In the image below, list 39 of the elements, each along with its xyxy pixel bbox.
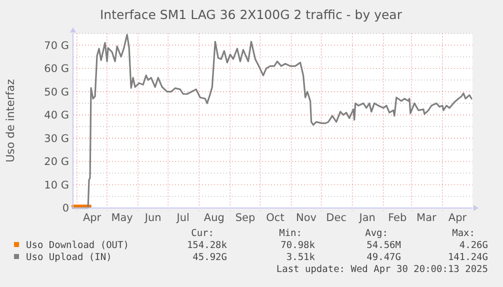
y-tick-label: 40 G bbox=[44, 110, 69, 122]
text: Cur: bbox=[191, 228, 214, 239]
x-tick-label: Aug bbox=[204, 212, 224, 224]
x-tick-label: Feb bbox=[388, 212, 408, 224]
text: Min: bbox=[279, 228, 302, 239]
y-axis-title: Uso de interfaz bbox=[4, 78, 17, 162]
x-tick-label: Jan bbox=[358, 212, 376, 224]
chart-title: Interface SM1 LAG 36 2X100G 2 traffic - by year bbox=[100, 7, 403, 22]
x-tick-label: Jul bbox=[176, 212, 190, 224]
x-tick-label: Jun bbox=[144, 212, 162, 224]
x-tick-label: Sep bbox=[235, 212, 256, 224]
text: Avg: bbox=[365, 228, 388, 239]
x-tick-label: Apr bbox=[448, 212, 468, 224]
y-tick-label: 70 G bbox=[44, 40, 69, 52]
text: 154.28k bbox=[186, 240, 228, 251]
text: Last update: Wed Apr 30 20:00:13 2025 bbox=[276, 264, 488, 275]
x-tick-label: May bbox=[111, 212, 133, 224]
y-tick-label: 30 G bbox=[44, 132, 69, 145]
x-tick-label: Apr bbox=[82, 212, 102, 224]
text: 45.92G bbox=[192, 252, 228, 263]
text: 70.98k bbox=[280, 240, 316, 251]
text: Max: bbox=[452, 228, 475, 239]
text: 54.56M bbox=[366, 240, 402, 251]
x-tick-label: Mar bbox=[416, 212, 438, 224]
text: 4.26G bbox=[459, 240, 488, 251]
x-tick-label: Nov bbox=[296, 212, 317, 224]
line-series bbox=[72, 34, 472, 209]
y-tick-label: 10 G bbox=[44, 179, 69, 192]
legend-label: Uso Download (OUT) bbox=[26, 240, 129, 251]
y-tick-label: 60 G bbox=[44, 63, 69, 76]
text: 3.51k bbox=[286, 252, 316, 263]
y-tick-label: 50 G bbox=[44, 86, 69, 98]
text: 141.24G bbox=[448, 252, 488, 263]
text: 49.47G bbox=[366, 252, 402, 263]
x-tick-label: Oct bbox=[266, 212, 284, 224]
x-tick-label: Dec bbox=[326, 212, 347, 224]
y-tick-label: 20 G bbox=[44, 156, 69, 168]
y-tick-label: 0 bbox=[62, 202, 69, 215]
legend-label: Uso Upload (IN) bbox=[26, 252, 112, 263]
